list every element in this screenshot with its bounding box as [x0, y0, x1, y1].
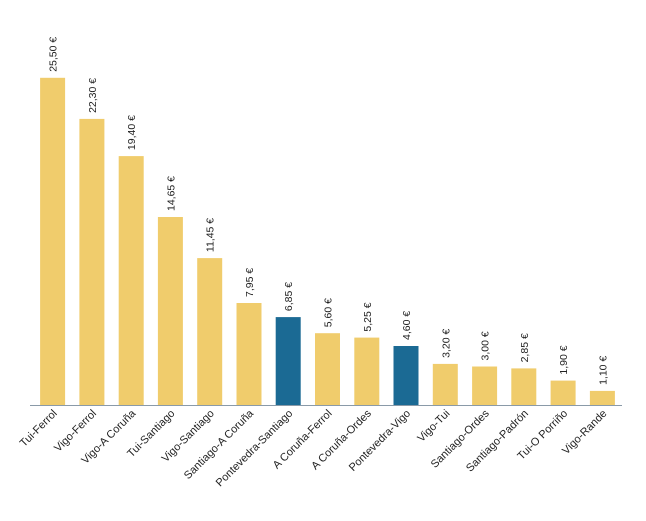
value-label-pontevedra-vigo: 4,60 €: [401, 311, 413, 340]
bar-a-coruna-ordes: [354, 337, 380, 405]
bar-tui-ferrol: [40, 77, 66, 406]
bar-vigo-santiago: [197, 258, 223, 405]
bar-santiago-padron: [511, 368, 537, 405]
x-tick-label-santiago-a-coruna: Santiago-A Coruña: [182, 407, 257, 482]
value-label-vigo-ferrol: 22,30 €: [87, 78, 99, 113]
value-label-a-coruna-ordes: 5,25 €: [362, 302, 374, 331]
bar-tui-santiago: [157, 217, 183, 405]
x-tick-label-tui-ferrol: Tui-Ferrol: [18, 408, 60, 450]
value-label-vigo-santiago: 11,45 €: [205, 218, 217, 252]
value-label-santiago-padron: 2,85 €: [519, 333, 531, 362]
x-tick-label-pontevedra-santiago: Pontevedra-Santiago: [214, 408, 296, 490]
bar-pontevedra-santiago: [275, 317, 301, 405]
bar-vigo-ferrol: [79, 118, 105, 406]
bar-vigo-rande: [589, 390, 615, 405]
bar-santiago-a-coruna: [236, 303, 262, 405]
value-label-santiago-ordes: 3,00 €: [480, 331, 492, 360]
bar-a-coruna-ferrol: [315, 333, 340, 405]
value-label-a-coruna-ferrol: 5,60 €: [323, 298, 335, 327]
bars-layer: [40, 77, 615, 406]
bar-vigo-tui: [432, 363, 458, 405]
value-label-vigo-tui: 3,20 €: [440, 329, 452, 358]
value-label-tui-ferrol: 25,50 €: [48, 37, 60, 72]
value-labels-layer: 25,50 € 22,30 € 19,40 € 14,65 € 11,45 € 7,95 …: [48, 37, 610, 385]
value-label-tui-o-porrino: 1,90 €: [558, 345, 570, 374]
value-label-vigo-rande: 1,10 €: [597, 356, 609, 385]
value-label-tui-santiago: 14,65 €: [165, 176, 177, 211]
x-tick-label-vigo-tui: Vigo-Tui: [415, 408, 452, 445]
bar-vigo-a-coruna: [118, 156, 144, 405]
bar-santiago-ordes: [472, 366, 498, 405]
value-label-vigo-a-coruna: 19,40 €: [126, 115, 138, 150]
bar-tui-o-porrino: [550, 380, 576, 405]
value-label-santiago-a-coruna: 7,95 €: [244, 268, 256, 297]
value-label-pontevedra-santiago: 6,85 €: [283, 282, 295, 311]
bar-pontevedra-vigo: [393, 346, 419, 405]
